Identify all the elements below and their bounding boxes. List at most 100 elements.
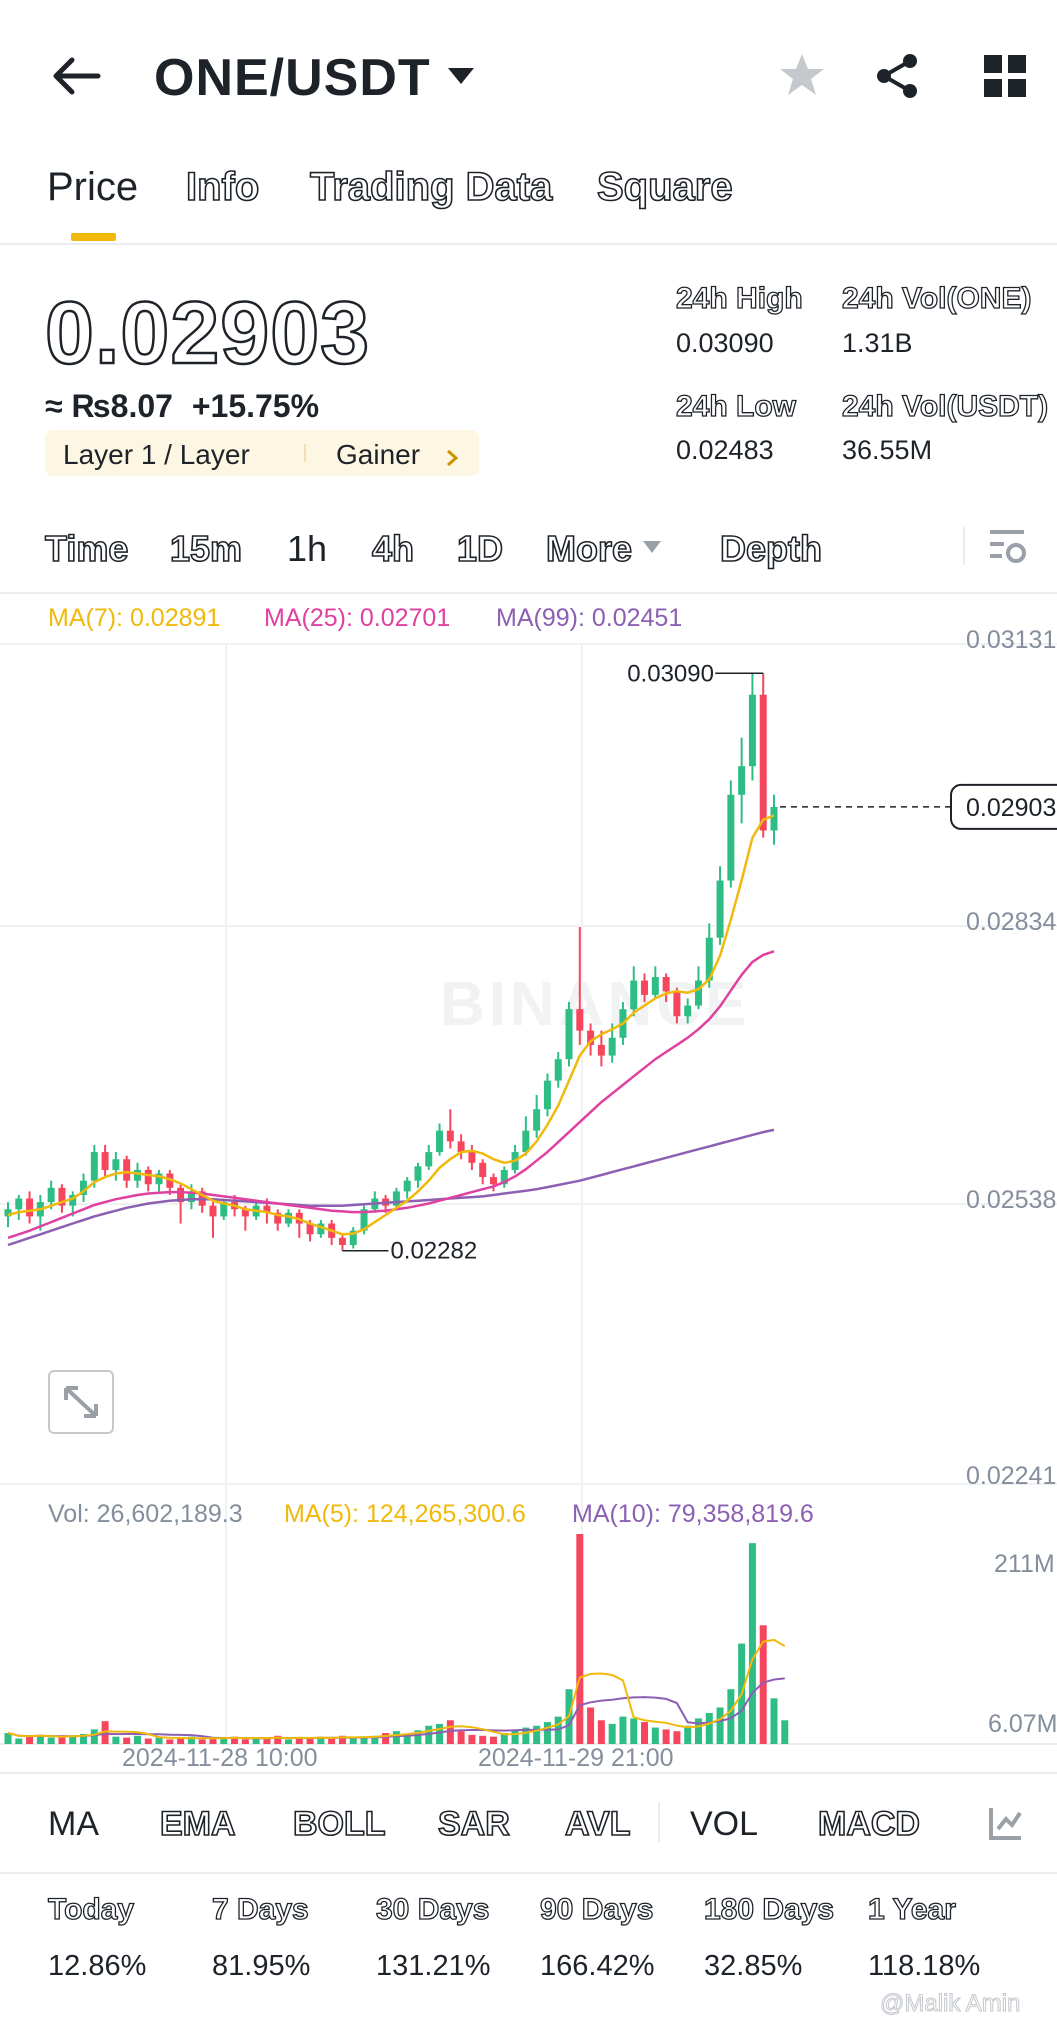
stat-high-label: 24h High	[675, 281, 803, 315]
candle-body	[155, 1173, 163, 1185]
pair-dropdown-icon[interactable]	[446, 66, 476, 91]
stat-vol-usdt-value: 36.55M	[842, 435, 933, 465]
candle-body	[274, 1212, 282, 1224]
candle-body	[144, 1169, 152, 1185]
volume-bar	[187, 1736, 195, 1744]
candle-body	[770, 806, 778, 831]
volume-bar	[651, 1727, 659, 1744]
ma7-line	[7, 814, 775, 1236]
volume-ma10-line	[7, 1677, 785, 1740]
perf-label: 1 Year	[867, 1892, 956, 1926]
divider	[0, 243, 1057, 245]
grid-menu-icon[interactable]	[984, 55, 1026, 102]
ind-boll[interactable]: BOLL	[292, 1804, 386, 1844]
x-axis-label: 2024-11-29 21:00	[478, 1744, 674, 1772]
volume-bar	[306, 1738, 314, 1744]
chart-settings-icon[interactable]	[988, 528, 1028, 569]
volume-bar	[263, 1738, 271, 1744]
perf-value: 118.18%	[868, 1950, 981, 1982]
candle-body	[446, 1130, 454, 1142]
stat-high-value: 0.03090	[676, 328, 774, 358]
perf-value: 166.42%	[540, 1950, 655, 1982]
ind-ma[interactable]: MA	[48, 1805, 99, 1843]
tf-depth[interactable]: Depth	[719, 527, 823, 570]
volume-bar	[727, 1689, 735, 1744]
ind-ema[interactable]: EMA	[159, 1804, 236, 1844]
ind-sar[interactable]: SAR	[437, 1804, 510, 1844]
ind-macd[interactable]: MACD	[817, 1804, 921, 1844]
volume-bar	[90, 1729, 98, 1744]
volume-bar	[608, 1723, 616, 1744]
tab-square[interactable]: Square	[596, 164, 733, 210]
indicator-settings-icon[interactable]	[988, 1805, 1024, 1846]
candle-body	[489, 1177, 497, 1185]
divider	[0, 592, 1057, 594]
ind-vol[interactable]: VOL	[690, 1805, 759, 1843]
ind-divider	[658, 1802, 660, 1842]
candle-body	[565, 1009, 573, 1060]
candle-body	[177, 1187, 185, 1203]
candle-body	[403, 1180, 411, 1192]
volume-bar	[80, 1733, 88, 1744]
volume-bar	[252, 1737, 260, 1744]
x-axis: 2024-11-28 10:00 2024-11-29 21:00	[122, 1744, 674, 1772]
volume-bar	[26, 1736, 34, 1744]
y-axis-label: 0.03131	[966, 626, 1056, 654]
tab-trading-data[interactable]: Trading Data	[309, 164, 553, 210]
fiat-price: ≈ ₨8.07	[45, 388, 173, 424]
volume-bar	[576, 1534, 584, 1744]
volume-bar	[641, 1722, 649, 1744]
stat-vol-one-value: 1.31B	[842, 328, 913, 358]
candlestick-chart[interactable]: MA(7): 0.02891 MA(25): 0.02701 MA(99): 0…	[0, 594, 1057, 1772]
volume-bar	[619, 1716, 627, 1744]
back-button[interactable]	[48, 54, 104, 98]
volume-bar	[662, 1729, 670, 1744]
volume-bar	[241, 1739, 249, 1744]
candle-body	[306, 1223, 314, 1235]
tf-4h[interactable]: 4h	[371, 527, 415, 570]
ind-avl[interactable]: AVL	[564, 1804, 631, 1844]
candle-body	[285, 1212, 293, 1224]
y-axis-label: 0.02538	[966, 1186, 1056, 1214]
candle-body	[630, 980, 638, 1010]
vol-legend: Vol: 26,602,189.3	[48, 1500, 243, 1528]
tf-time[interactable]: Time	[44, 527, 129, 570]
volume-axis: 211M 6.07M	[988, 1550, 1057, 1738]
candle-body	[425, 1152, 433, 1167]
y-axis-label: 0.02241	[966, 1462, 1056, 1490]
tf-15m[interactable]: 15m	[169, 527, 243, 570]
tf-1d[interactable]: 1D	[456, 527, 504, 570]
candle-body	[47, 1187, 55, 1203]
tf-1h[interactable]: 1h	[287, 528, 328, 569]
candle-body	[608, 1037, 616, 1056]
volume-bars	[4, 1534, 789, 1744]
volume-bar	[705, 1712, 713, 1744]
perf-label: 90 Days	[539, 1892, 654, 1926]
share-icon[interactable]	[874, 52, 922, 105]
candle-body	[58, 1187, 66, 1206]
volume-bar	[15, 1738, 23, 1744]
candle-body	[554, 1059, 562, 1081]
y-axis: 0.03131 0.02834 0.02538 0.02241	[966, 626, 1056, 1490]
volume-bar	[759, 1625, 767, 1744]
favorite-star-icon[interactable]	[778, 52, 826, 103]
tab-price[interactable]: Price	[47, 165, 139, 209]
candle-body	[209, 1205, 217, 1217]
fullscreen-button[interactable]	[48, 1370, 114, 1434]
tf-more[interactable]: More	[545, 527, 633, 570]
candle-body	[436, 1130, 444, 1153]
candle-body	[317, 1223, 325, 1235]
candle-body	[241, 1209, 249, 1217]
volume-bar	[489, 1736, 497, 1744]
candle-body	[166, 1173, 174, 1188]
perf-value: 131.21%	[376, 1950, 491, 1982]
category-chip[interactable]: Layer 1 / Layer Gainer	[45, 430, 479, 476]
tab-info[interactable]: Info	[185, 164, 260, 210]
candle-body	[673, 991, 681, 1017]
pair-title[interactable]: ONE/USDT	[154, 49, 431, 107]
candle-body	[80, 1180, 88, 1195]
stat-low-value: 0.02483	[676, 435, 774, 465]
volume-bar	[338, 1735, 346, 1744]
divider	[0, 1872, 1057, 1874]
volume-axis-label: 211M	[994, 1550, 1055, 1578]
